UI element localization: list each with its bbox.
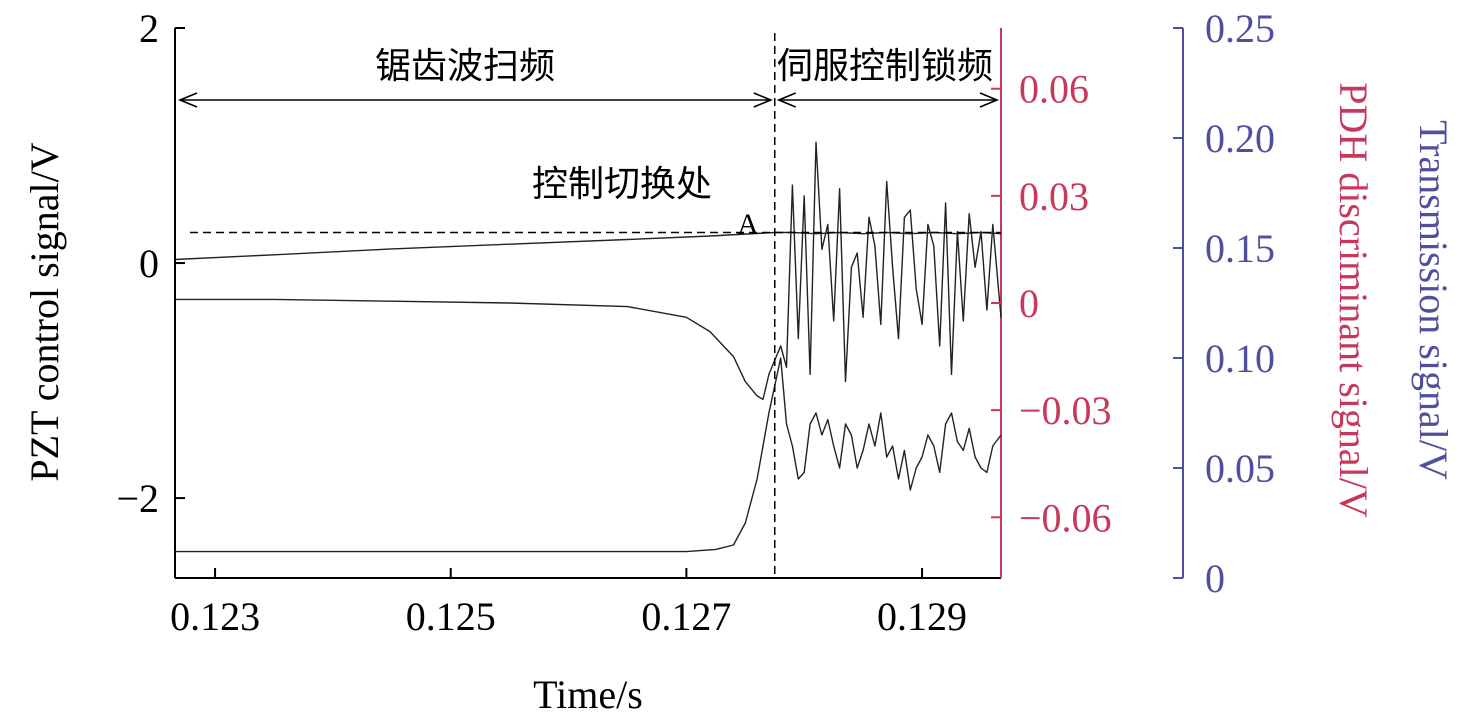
left-tick-label: −2 (116, 476, 159, 521)
x-axis-label: Time/s (533, 672, 643, 717)
point-a-label: A (737, 208, 759, 241)
region-left-arrowhead-start (177, 92, 198, 108)
pdh-tick-label: 0.06 (1019, 67, 1089, 112)
transmission-tick-label: 0.10 (1205, 336, 1275, 381)
x-axis-ticks: 0.123 0.125 0.127 0.129 (170, 568, 967, 639)
x-tick-label: 0.125 (406, 594, 496, 639)
region-right-label: 伺服控制锁频 (777, 46, 993, 87)
series-layer (174, 141, 1002, 553)
transmission-axis-ticks: 0.25 0.20 0.15 0.10 0.05 0 (1173, 6, 1275, 601)
x-tick-label: 0.127 (641, 594, 731, 639)
left-tick-label: 2 (139, 6, 159, 51)
pdh-tick-label: −0.06 (1019, 495, 1112, 540)
transmission-axis-label: Transmission signal/V (1411, 120, 1456, 480)
left-axis-label: PZT control signal/V (22, 142, 67, 481)
transmission-tick-label: 0 (1205, 556, 1225, 601)
region-left-label: 锯齿波扫频 (375, 46, 555, 87)
pdh-axis-ticks: 0.06 0.03 0 −0.03 −0.06 (991, 67, 1112, 540)
x-tick-label: 0.129 (877, 594, 967, 639)
left-tick-label: 0 (139, 241, 159, 286)
pdh-tick-label: −0.03 (1019, 388, 1112, 433)
pdh-tick-label: 0.03 (1019, 174, 1089, 219)
pdh-series-line (175, 141, 1002, 401)
switch-label: 控制切换处 (532, 164, 712, 205)
pdh-axis-label: PDH discriminant signal/V (1331, 82, 1376, 518)
transmission-tick-label: 0.15 (1205, 226, 1275, 271)
annotations: 锯齿波扫频 伺服控制锁频 控制切换处 A (177, 33, 1001, 578)
region-right-arrowhead-start (776, 92, 797, 108)
left-axis-ticks: 2 0 −2 (116, 6, 185, 521)
transmission-tick-label: 0.20 (1205, 116, 1275, 161)
x-tick-label: 0.123 (170, 594, 260, 639)
region-right-arrowhead-end (979, 92, 1000, 108)
pdh-tick-label: 0 (1019, 281, 1039, 326)
region-left-arrowhead-end (753, 92, 773, 108)
transmission-tick-label: 0.25 (1205, 6, 1275, 51)
pzt-series-line (174, 231, 1002, 261)
transmission-series-line (175, 357, 1002, 553)
transmission-tick-label: 0.05 (1205, 446, 1275, 491)
